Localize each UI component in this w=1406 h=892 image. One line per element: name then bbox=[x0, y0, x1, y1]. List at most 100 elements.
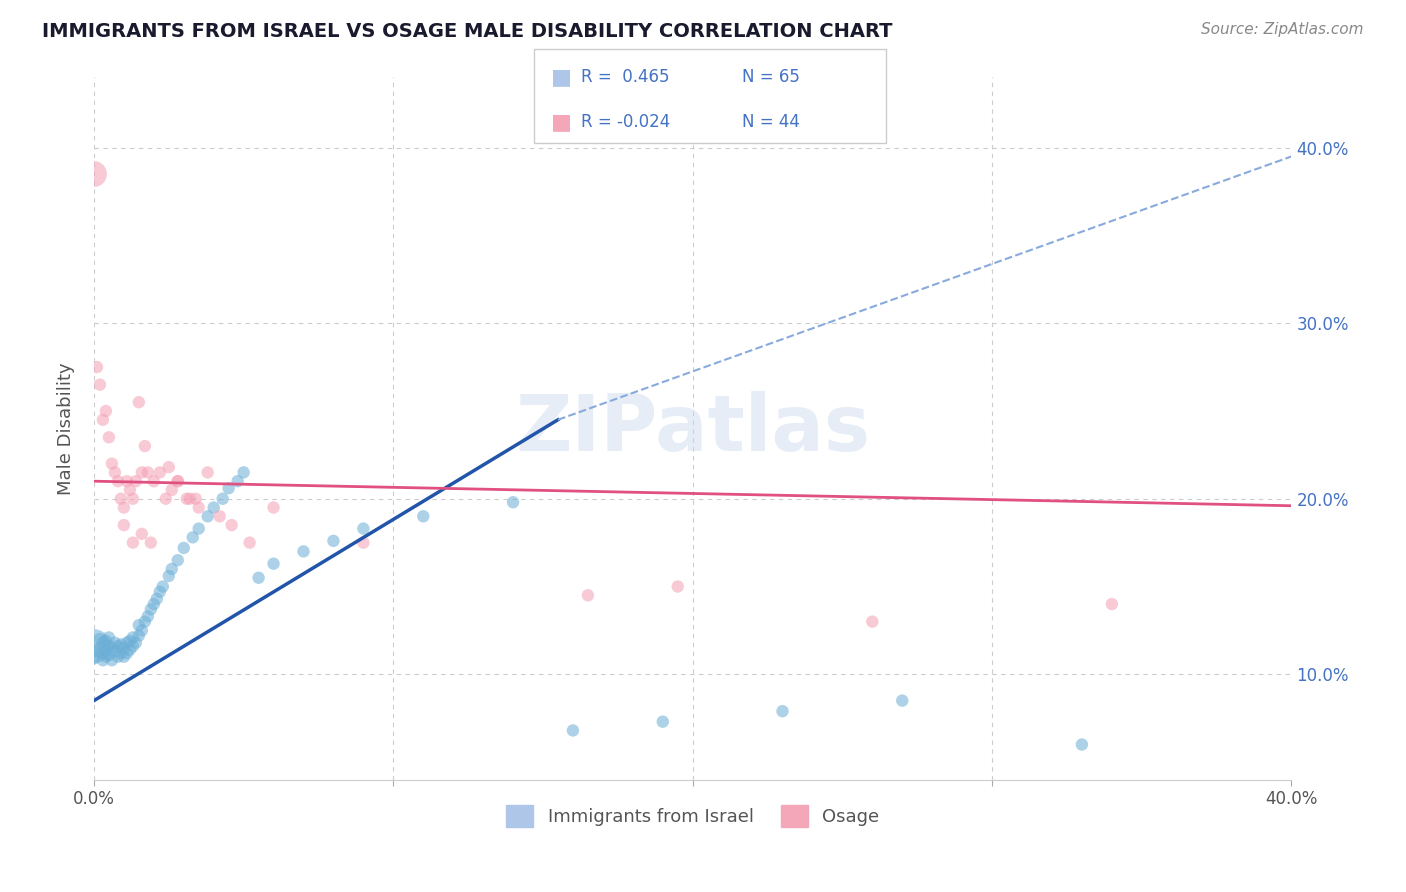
Point bbox=[118, 642, 141, 657]
Point bbox=[134, 615, 156, 629]
Point bbox=[112, 649, 135, 664]
Text: R =  0.465: R = 0.465 bbox=[581, 68, 669, 87]
Point bbox=[181, 530, 204, 544]
Point bbox=[666, 580, 689, 594]
Point bbox=[651, 714, 673, 729]
Point bbox=[860, 615, 883, 629]
Point bbox=[149, 466, 172, 480]
Point bbox=[1070, 738, 1092, 752]
Point bbox=[157, 569, 180, 583]
Point bbox=[110, 646, 132, 660]
Point bbox=[89, 377, 111, 392]
Point bbox=[139, 535, 162, 549]
Point bbox=[104, 636, 127, 650]
Point bbox=[89, 640, 111, 655]
Point bbox=[91, 636, 114, 650]
Point bbox=[97, 631, 120, 645]
Text: Source: ZipAtlas.com: Source: ZipAtlas.com bbox=[1201, 22, 1364, 37]
Point bbox=[226, 474, 249, 488]
Point bbox=[239, 535, 262, 549]
Text: ■: ■ bbox=[551, 112, 572, 132]
Point bbox=[125, 474, 148, 488]
Point bbox=[97, 639, 120, 653]
Point bbox=[83, 167, 105, 181]
Point bbox=[110, 637, 132, 651]
Point bbox=[149, 584, 172, 599]
Point bbox=[772, 704, 794, 718]
Point bbox=[218, 481, 240, 495]
Point bbox=[221, 518, 243, 533]
Point bbox=[146, 591, 169, 606]
Point bbox=[1101, 597, 1123, 611]
Point bbox=[891, 693, 914, 707]
Point bbox=[83, 651, 105, 665]
Point bbox=[232, 466, 254, 480]
Text: N = 65: N = 65 bbox=[742, 68, 800, 87]
Point bbox=[131, 624, 153, 638]
Point bbox=[121, 639, 143, 653]
Point bbox=[263, 557, 285, 571]
Point bbox=[107, 474, 129, 488]
Point bbox=[131, 526, 153, 541]
Point bbox=[115, 646, 138, 660]
Point bbox=[118, 483, 141, 497]
Point bbox=[101, 457, 124, 471]
Point bbox=[94, 649, 117, 664]
Point bbox=[112, 640, 135, 655]
Text: R = -0.024: R = -0.024 bbox=[581, 113, 669, 131]
Point bbox=[352, 522, 374, 536]
Point bbox=[97, 648, 120, 662]
Point bbox=[155, 491, 177, 506]
Text: ZIPatlas: ZIPatlas bbox=[515, 391, 870, 467]
Point bbox=[142, 474, 165, 488]
Point bbox=[125, 636, 148, 650]
Point bbox=[292, 544, 315, 558]
Point bbox=[166, 474, 188, 488]
Point bbox=[128, 395, 150, 409]
Text: IMMIGRANTS FROM ISRAEL VS OSAGE MALE DISABILITY CORRELATION CHART: IMMIGRANTS FROM ISRAEL VS OSAGE MALE DIS… bbox=[42, 22, 893, 41]
Point bbox=[86, 644, 108, 658]
Point bbox=[576, 588, 599, 602]
Point bbox=[157, 460, 180, 475]
Point bbox=[115, 636, 138, 650]
Y-axis label: Male Disability: Male Disability bbox=[58, 362, 75, 495]
Point bbox=[197, 466, 219, 480]
Point bbox=[502, 495, 524, 509]
Point bbox=[136, 609, 159, 624]
Point bbox=[94, 634, 117, 648]
Point bbox=[121, 631, 143, 645]
Point bbox=[121, 535, 143, 549]
Point bbox=[197, 509, 219, 524]
Point bbox=[184, 491, 207, 506]
Point bbox=[179, 491, 201, 506]
Point bbox=[91, 646, 114, 660]
Point bbox=[83, 639, 105, 653]
Point bbox=[208, 509, 231, 524]
Point bbox=[86, 360, 108, 375]
Point bbox=[352, 535, 374, 549]
Point bbox=[139, 602, 162, 616]
Point bbox=[142, 597, 165, 611]
Point bbox=[322, 533, 344, 548]
Point bbox=[121, 491, 143, 506]
Point bbox=[101, 653, 124, 667]
Point bbox=[107, 649, 129, 664]
Point bbox=[101, 640, 124, 655]
Text: ■: ■ bbox=[551, 67, 572, 87]
Point bbox=[112, 518, 135, 533]
Point bbox=[247, 571, 270, 585]
Point bbox=[128, 629, 150, 643]
Legend: Immigrants from Israel, Osage: Immigrants from Israel, Osage bbox=[499, 797, 887, 834]
Point bbox=[187, 522, 209, 536]
Point bbox=[561, 723, 583, 738]
Point bbox=[166, 474, 188, 488]
Point bbox=[263, 500, 285, 515]
Point bbox=[160, 562, 183, 576]
Point bbox=[136, 466, 159, 480]
Point bbox=[110, 491, 132, 506]
Point bbox=[134, 439, 156, 453]
Point bbox=[112, 500, 135, 515]
Point bbox=[152, 580, 174, 594]
Text: N = 44: N = 44 bbox=[742, 113, 800, 131]
Point bbox=[176, 491, 198, 506]
